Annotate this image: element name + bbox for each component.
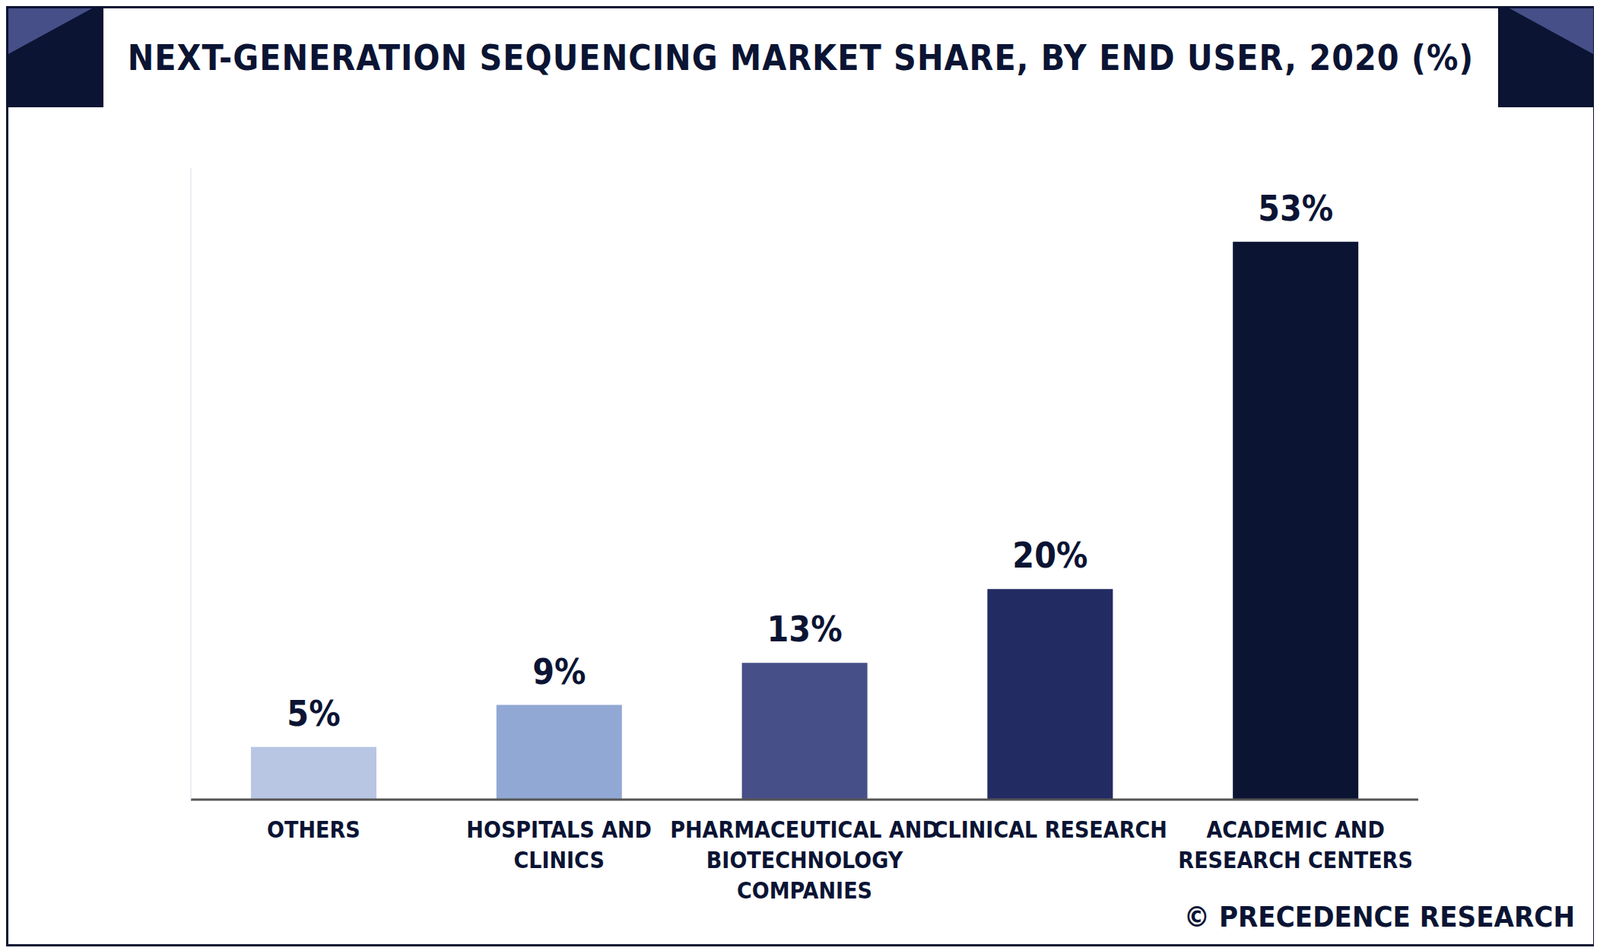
svg-text:20%: 20% — [1012, 534, 1088, 576]
html-text:NEXT-GENERATION SEQUENCING MAR: NEXT-GENERATION SEQUENCING MARKET SHARE,… — [127, 37, 1474, 79]
svg-text:9%: 9% — [532, 650, 586, 693]
svg-text:53%: 53% — [1257, 187, 1334, 229]
svg-text:5%: 5% — [286, 692, 340, 734]
html-text:© PRECEDENCE RESEARCH: © PRECEDENCE RESEARCH — [1183, 899, 1575, 934]
svg-text:HOSPITALS ANDCLINICS: HOSPITALS ANDCLINICS — [466, 815, 652, 874]
svg-text:ACADEMIC ANDRESEARCH CENTERS: ACADEMIC ANDRESEARCH CENTERS — [1177, 815, 1413, 874]
svg-text:CLINICAL RESEARCH: CLINICAL RESEARCH — [933, 815, 1168, 843]
svg-text:PHARMACEUTICAL ANDBIOTECHNOLOG: PHARMACEUTICAL ANDBIOTECHNOLOGYCOMPANIES — [669, 815, 940, 904]
svg-text:13%: 13% — [767, 608, 843, 650]
svg-text:OTHERS: OTHERS — [266, 815, 361, 843]
